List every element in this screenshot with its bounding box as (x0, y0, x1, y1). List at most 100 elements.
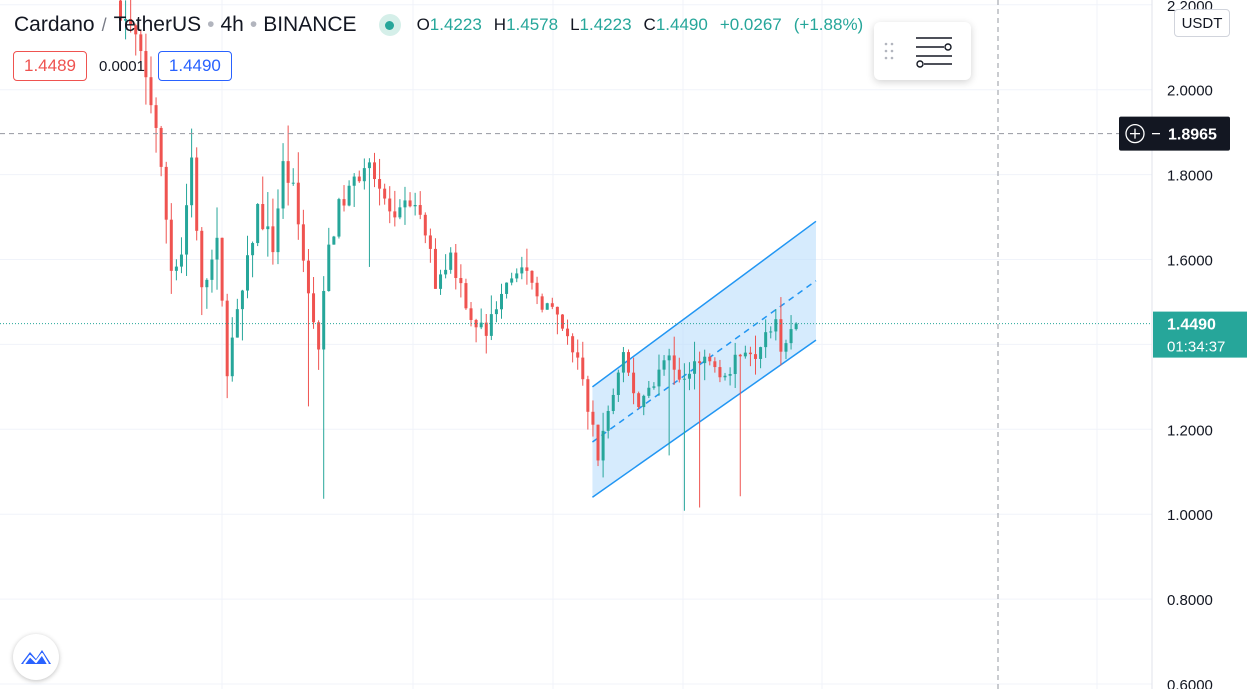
candle-body (418, 205, 422, 215)
candle-body (423, 214, 427, 236)
candle-body (215, 237, 219, 260)
candle-body (332, 236, 336, 245)
candle-body (540, 296, 544, 310)
symbol-quote[interactable]: TetherUS (113, 13, 202, 36)
candle-body (179, 254, 183, 267)
candle-body (677, 369, 681, 380)
candle-body (464, 283, 468, 309)
candle-body (642, 395, 646, 408)
candle-body (571, 336, 575, 353)
buy-button[interactable]: 1.4490 (157, 51, 232, 81)
candle-body (266, 226, 270, 230)
candle-body (652, 386, 656, 388)
candle-body (494, 309, 498, 315)
candle-body (306, 260, 310, 294)
candle-body (210, 259, 214, 280)
candle-body (789, 329, 793, 344)
candle-body (611, 394, 615, 411)
candle-body (738, 354, 742, 357)
last-price-label: 1.4490 01:34:37 (1153, 311, 1247, 358)
crosshair-price-label[interactable]: 1.8965 (1119, 116, 1230, 151)
candle-body (337, 199, 341, 237)
candle-body (459, 278, 463, 284)
candle-body (693, 361, 697, 374)
candle-body (469, 308, 473, 320)
candle-body (454, 252, 458, 279)
candle-body (774, 319, 778, 332)
candle-body (276, 208, 280, 253)
spread-value: 0.0001 (99, 57, 145, 75)
candle-body (261, 204, 265, 230)
candle-body (560, 314, 564, 329)
crosshair-label-bg (1119, 116, 1230, 151)
price-tick-label: 2.0000 (1167, 83, 1213, 100)
sell-button[interactable]: 1.4489 (13, 51, 87, 81)
chart-settings-icon (916, 37, 952, 68)
high-value: 1.4578 (506, 15, 559, 34)
candle-body (687, 373, 691, 379)
exchange-label[interactable]: BINANCE (263, 13, 357, 36)
candle-body (682, 378, 686, 380)
candle-body (159, 127, 163, 167)
candle-body (632, 372, 636, 394)
candle-body (555, 306, 559, 315)
market-open-status-icon[interactable] (378, 14, 401, 36)
candle-body (520, 267, 524, 274)
candle-body (251, 243, 255, 256)
close-value: 1.4490 (655, 15, 708, 34)
candle-body (403, 200, 407, 208)
candle-body (708, 356, 712, 362)
candle-body (637, 393, 641, 408)
candle-body (240, 290, 244, 310)
candle-body (296, 182, 300, 225)
price-tick-label: 1.8000 (1167, 168, 1213, 185)
symbol-name[interactable]: Cardano (14, 13, 95, 36)
candle-body (134, 25, 138, 35)
candle-body (373, 162, 376, 180)
chart-settings-button[interactable] (904, 22, 964, 80)
candle-body (357, 176, 361, 182)
candle-body (525, 267, 529, 271)
candle-body (129, 18, 133, 26)
candle-body (139, 34, 143, 52)
channel-lower-line[interactable] (592, 339, 817, 498)
candle-body (621, 352, 625, 373)
price-axis[interactable]: 2.20002.00001.80001.60001.40001.20001.00… (1151, 0, 1213, 689)
candle-body (195, 157, 199, 231)
candle-body (616, 372, 620, 395)
candle-body (510, 278, 514, 283)
chart-grid (0, 0, 1152, 689)
candle-body (586, 379, 590, 412)
candle-body (657, 369, 661, 387)
currency-unit-button[interactable]: USDT (1174, 9, 1230, 37)
interval-label[interactable]: 4h (220, 13, 244, 36)
candle-body (484, 322, 488, 336)
high-label: H (493, 15, 507, 34)
candle-body (505, 282, 509, 294)
candle-body (627, 352, 630, 373)
plus-circle-icon[interactable] (1125, 123, 1145, 144)
candle-body (779, 319, 783, 352)
header-dot: • (207, 13, 215, 36)
drag-handle-icon[interactable] (874, 22, 904, 80)
candle-body (769, 331, 773, 333)
price-tick-label: 0.8000 (1167, 592, 1213, 609)
candle-body (352, 176, 356, 186)
candle-body (662, 360, 666, 370)
low-value: 1.4223 (579, 15, 632, 34)
candle-body (317, 322, 321, 350)
candle-body (550, 303, 554, 307)
candle-body (225, 300, 229, 377)
candle-body (388, 198, 392, 212)
candle-body (301, 224, 305, 261)
candle-body (327, 244, 331, 292)
change-percent: (+1.88%) (793, 15, 864, 34)
candle-body (479, 322, 483, 328)
open-value: 1.4223 (429, 15, 482, 34)
candle-body (743, 352, 747, 357)
candle-body (119, 0, 122, 21)
tradingview-logo-button[interactable] (13, 634, 59, 680)
candle-body (185, 205, 189, 255)
candle-body (515, 273, 519, 279)
